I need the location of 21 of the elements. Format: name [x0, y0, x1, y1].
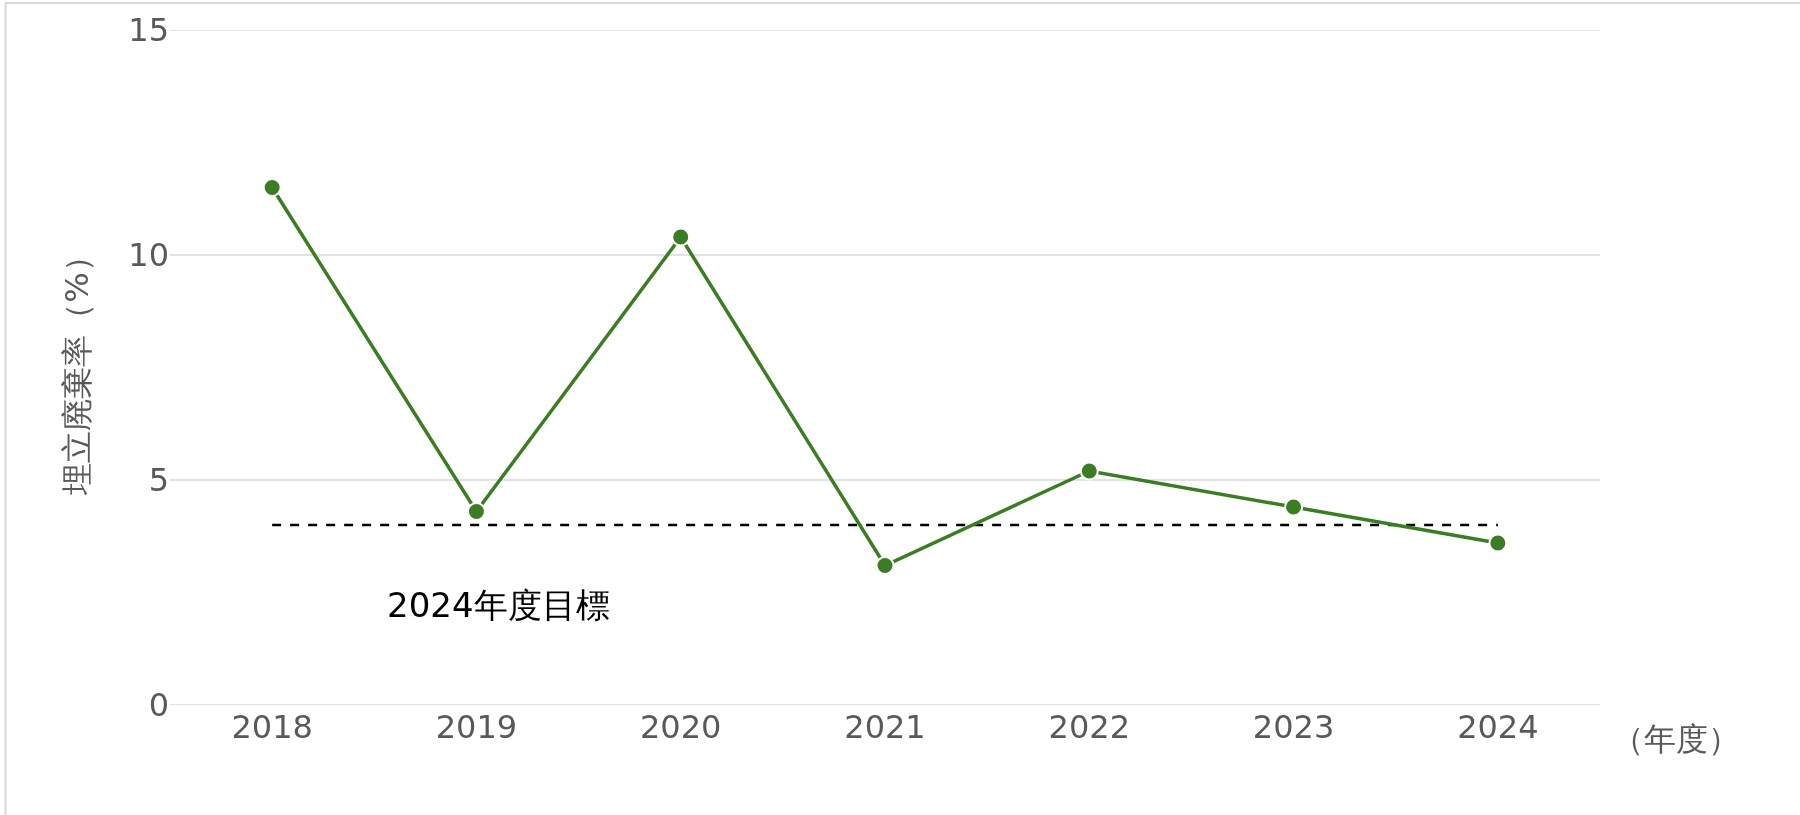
point — [1079, 461, 1099, 481]
point — [1488, 533, 1508, 553]
x-tick-label: 2023 — [1252, 708, 1335, 746]
point — [875, 556, 895, 575]
x-tick-label: 2020 — [639, 708, 722, 746]
point — [1284, 497, 1304, 517]
point — [671, 227, 691, 247]
y-axis-title: 埋立廃棄率（%） — [57, 240, 96, 496]
x-tick-label: 2019 — [435, 708, 518, 746]
x-tick-label: 2024 — [1457, 708, 1539, 746]
point — [262, 178, 282, 197]
y-tick-label: 10 — [128, 236, 169, 275]
x-tick-label: 2018 — [231, 708, 313, 746]
x-tick-label: 2021 — [844, 708, 926, 746]
x-axis-title: （年度） — [1612, 720, 1740, 758]
y-tick-label: 0 — [148, 686, 169, 725]
point — [466, 502, 486, 521]
x-tick-label: 2022 — [1048, 708, 1131, 746]
y-tick-label: 15 — [128, 11, 169, 50]
ref-line-label: 2024年度目標 — [387, 585, 610, 625]
y-tick-label: 5 — [148, 461, 169, 500]
